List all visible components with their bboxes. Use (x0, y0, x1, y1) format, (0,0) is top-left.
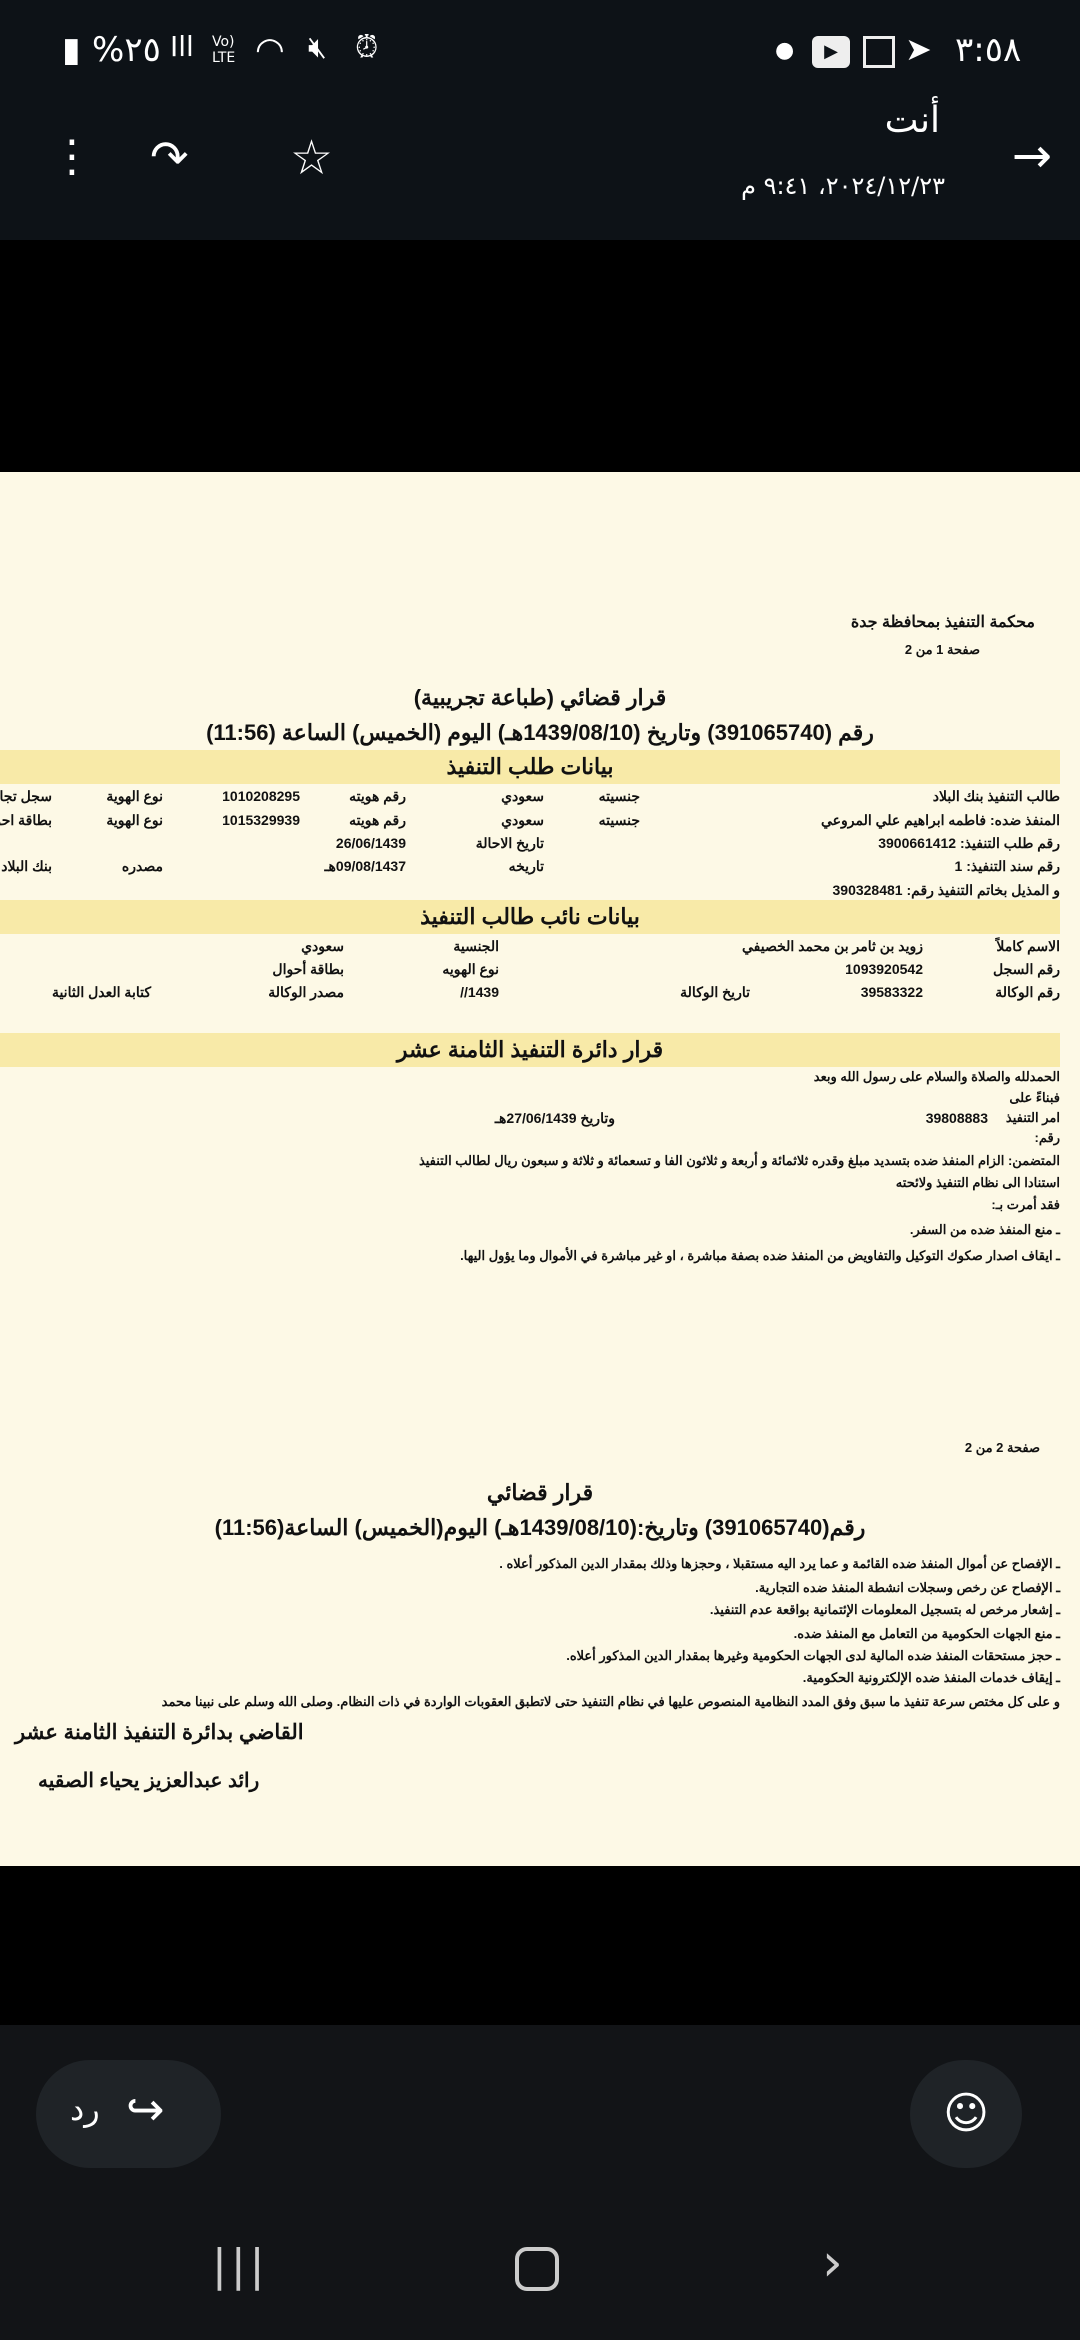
alarm-icon: ⏰︎ (355, 30, 379, 65)
text-line: ـ منع المنفذ ضده من السفر. (909, 1222, 1060, 1237)
top-bar: ▮ %٢٥ Ill Vo) LTE ◠ 🔇︎ ⏰︎ ● ▶ ➤ ٣:٥٨ ⋮ ↷… (0, 0, 1080, 240)
clock: ٣:٥٨ (955, 30, 1022, 70)
add-reaction-button[interactable]: ☺ (910, 2060, 1022, 2168)
message-timestamp: ٢٠٢٤/١٢/٢٣، ٩:٤١ م (741, 172, 945, 200)
dot-icon: ● (775, 38, 795, 63)
back-arrow-icon[interactable]: → (1011, 128, 1052, 184)
text-line: ـ ايقاف اصدار صكوك التوكيل والتفاويض من … (460, 1248, 1060, 1263)
order-date: وتاريخ 27/06/1439هـ (494, 1110, 615, 1126)
judge-title: القاضي بدائرة التنفيذ الثامنة عشر (15, 1721, 304, 1744)
text-line: ـ حجز مستحقات المنفذ ضده المالية لدى الج… (566, 1648, 1060, 1663)
more-options-icon[interactable]: ⋮ (50, 131, 94, 182)
order-number: 39808883 (925, 1110, 988, 1126)
text-line: المتضمن: الزام المنفذ ضده بتسديد مبلغ وق… (418, 1153, 1060, 1168)
signal-icon: Ill (170, 30, 194, 63)
decision-title: قرار قضائي (486, 1480, 594, 1505)
home-button[interactable] (515, 2247, 559, 2291)
text-line: و على كل مختص سرعة تنفيذ ما سبق وفق المد… (161, 1694, 1060, 1709)
calendar-icon (863, 36, 895, 68)
emoji-add-icon: ☺ (943, 2088, 989, 2139)
text-line: رقم: (1034, 1130, 1060, 1145)
text-line: فقد أمرت بـ: (991, 1197, 1060, 1212)
bottom-bar: ↪ رد ☺ ||| › (0, 2025, 1080, 2340)
wifi-icon: ◠ (255, 30, 285, 70)
page-number: صفحة 1 من 2 (904, 642, 980, 657)
text-line: فبناءً على (1009, 1090, 1060, 1105)
decision-number: رقم(391065740) وتاريخ:(1439/08/10هـ) الي… (214, 1515, 866, 1540)
table-row: و المذيل بخاتم التنفيذ رقم: 390328481 (832, 882, 1061, 898)
reply-label: رد (70, 2090, 100, 2128)
court-name: محكمة التنفيذ بمحافظة جدة (850, 614, 1035, 631)
sender-name: أنت (884, 100, 940, 141)
document-image[interactable]: محكمة التنفيذ بمحافظة جدة صفحة 1 من 2 قر… (0, 472, 1080, 1866)
lte-icon: Vo) LTE (212, 34, 236, 66)
page-number: صفحة 2 من 2 (964, 1440, 1040, 1455)
order-label: امر التنفيذ (1005, 1110, 1060, 1125)
text-line: ـ إيقاف خدمات المنفذ ضده الإلكترونية الح… (802, 1670, 1060, 1685)
reply-arrow-icon: ↪ (126, 2082, 165, 2136)
battery-icon: ▮ (62, 30, 81, 70)
forward-icon[interactable]: ↷ (150, 130, 189, 184)
text-line: ـ إشعار مرخص له بتسجيل المعلومات الإئتما… (709, 1602, 1060, 1617)
text-line: استنادا الى نظام التنفيذ ولائحته (895, 1175, 1060, 1190)
back-button[interactable]: › (822, 2233, 843, 2293)
judge-name: رائد عبدالعزيز يحياء الصقيه (38, 1770, 260, 1792)
text-line: ـ الإفصاح عن أموال المنفذ ضده القائمة و … (499, 1556, 1060, 1571)
text-line: ـ منع الجهات الحكومية من التعامل مع المن… (793, 1626, 1060, 1641)
star-icon[interactable]: ☆ (290, 130, 334, 186)
battery-percent: %٢٥ (92, 30, 161, 70)
mute-icon: 🔇︎ (308, 30, 327, 65)
youtube-icon: ▶ (812, 36, 850, 68)
text-line: الحمدلله والصلاة والسلام على رسول الله و… (813, 1069, 1060, 1084)
section-header: بيانات نائب طالب التنفيذ (0, 900, 1060, 934)
text-line: ـ الإفصاح عن رخص وسجلات انشطة المنفذ ضده… (755, 1580, 1060, 1595)
section-header: قرار دائرة التنفيذ الثامنة عشر (0, 1033, 1060, 1067)
telegram-icon: ➤ (905, 30, 932, 68)
decision-number: رقم (391065740) وتاريخ (1439/08/10هـ) ال… (206, 720, 874, 745)
section-header: بيانات طلب التنفيذ (0, 750, 1060, 784)
recent-apps-button[interactable]: ||| (212, 2240, 269, 2291)
reply-button[interactable]: ↪ رد (36, 2060, 221, 2168)
decision-title: قرار قضائي (طباعة تجريبية) (413, 685, 667, 710)
